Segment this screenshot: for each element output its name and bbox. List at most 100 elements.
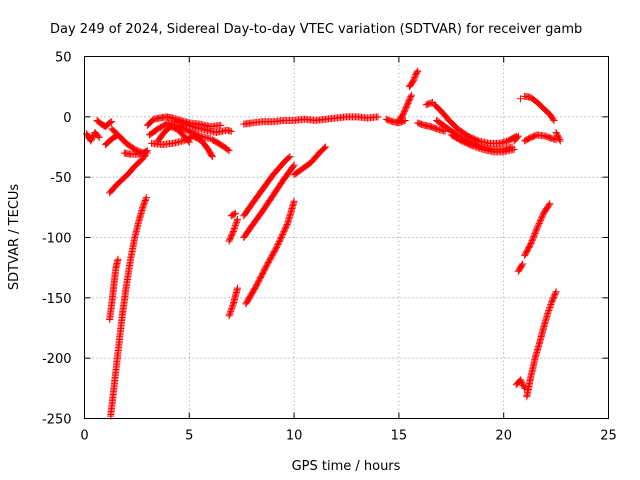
series-s7 xyxy=(106,255,122,324)
data-point xyxy=(289,162,297,170)
data-point xyxy=(187,122,195,130)
data-point xyxy=(281,225,289,233)
x-tick-label: 20 xyxy=(495,429,512,444)
data-point xyxy=(279,230,287,238)
series-s35 xyxy=(552,129,564,145)
data-point xyxy=(190,123,198,131)
data-point xyxy=(556,137,564,145)
data-point xyxy=(274,241,282,249)
data-point xyxy=(226,310,234,318)
data-point xyxy=(536,218,544,226)
data-point xyxy=(527,240,535,248)
series-s20 xyxy=(240,153,294,220)
series-s6 xyxy=(120,149,151,158)
data-point xyxy=(227,307,235,315)
data-point xyxy=(531,230,539,238)
chart-title: Day 249 of 2024, Sidereal Day-to-day VTE… xyxy=(50,22,582,37)
series-s4 xyxy=(108,125,151,157)
series-s13 xyxy=(171,118,235,137)
axis-ticks: 0 5 10 15 20 25 -250 -200 -150 -100 -50 0 50 xyxy=(42,51,617,444)
data-point xyxy=(230,224,238,232)
series-s34 xyxy=(516,95,524,103)
data-point xyxy=(183,121,191,129)
data-point xyxy=(528,237,536,245)
series-s5 xyxy=(106,151,149,197)
data-point xyxy=(410,77,418,85)
data-point xyxy=(407,91,415,99)
data-point xyxy=(401,116,409,124)
series-s24 xyxy=(395,91,415,124)
data-point xyxy=(217,121,225,129)
data-point xyxy=(229,227,237,235)
data-point xyxy=(277,235,285,243)
data-point xyxy=(516,95,524,103)
data-point xyxy=(231,223,239,231)
data-point xyxy=(281,226,289,234)
x-axis-label: GPS time / hours xyxy=(292,459,401,474)
series-s33 xyxy=(521,92,558,124)
series-s16 xyxy=(225,215,242,245)
data-point xyxy=(273,242,281,250)
data-point xyxy=(226,309,234,317)
data-point xyxy=(530,232,538,240)
data-point xyxy=(538,212,546,220)
data-point xyxy=(186,122,194,130)
data-point xyxy=(537,215,545,223)
data-point xyxy=(208,151,216,159)
data-point xyxy=(532,227,540,235)
data-point xyxy=(277,233,285,241)
data-point xyxy=(411,74,419,82)
data-point xyxy=(533,225,541,233)
data-point xyxy=(519,260,527,268)
series-s30 xyxy=(447,131,518,156)
data-point xyxy=(374,113,382,121)
data-point xyxy=(545,307,553,315)
data-point xyxy=(546,200,554,208)
data-point xyxy=(413,68,421,76)
series-s36 xyxy=(514,260,527,275)
data-point xyxy=(545,305,553,313)
data-point xyxy=(518,261,526,269)
data-point xyxy=(142,194,150,202)
data-point xyxy=(556,136,564,144)
data-point xyxy=(283,220,291,228)
data-point xyxy=(547,300,555,308)
y-tick-label: 50 xyxy=(55,51,72,66)
y-tick-label: -50 xyxy=(50,171,71,186)
data-point xyxy=(232,220,240,228)
data-point xyxy=(225,147,233,155)
data-point xyxy=(513,133,521,141)
data-point xyxy=(552,289,560,297)
data-point xyxy=(468,142,476,150)
y-tick-label: -150 xyxy=(42,292,72,307)
data-point xyxy=(230,226,238,234)
data-point xyxy=(189,123,197,131)
data-point xyxy=(320,144,328,152)
data-point xyxy=(544,308,552,316)
series-s39 xyxy=(523,288,560,401)
data-point xyxy=(322,143,330,151)
data-point xyxy=(529,235,537,243)
data-point xyxy=(232,218,240,226)
x-tick-label: 10 xyxy=(286,429,303,444)
data-point xyxy=(532,228,540,236)
data-point xyxy=(510,145,518,153)
data-point xyxy=(229,229,237,237)
data-point xyxy=(286,153,294,161)
data-point xyxy=(410,75,418,83)
series-s19 xyxy=(240,161,298,241)
series-s32 xyxy=(521,131,560,145)
data-point xyxy=(227,306,235,314)
data-point xyxy=(544,310,552,318)
data-point xyxy=(477,145,485,153)
data-point xyxy=(234,284,242,292)
data-point xyxy=(225,312,233,320)
data-point xyxy=(476,144,484,152)
data-point xyxy=(290,161,298,169)
data-point xyxy=(470,142,478,150)
data-point xyxy=(535,220,543,228)
series-s14 xyxy=(208,136,233,155)
data-point xyxy=(231,221,239,229)
data-point xyxy=(230,210,238,218)
